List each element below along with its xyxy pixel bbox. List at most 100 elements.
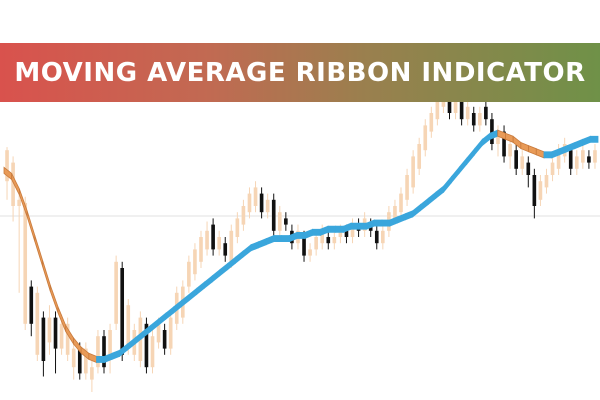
ribbon-segment-bull [397,213,406,224]
candle-body [59,323,64,349]
candle-body [381,230,385,244]
candle [144,317,149,374]
candle-body [496,131,500,144]
ribbon-segment-bull [358,222,367,230]
candle-body [229,230,234,262]
candle [29,280,34,337]
candle [187,255,191,293]
ribbon-segment-bull [574,138,583,150]
candle [411,150,415,194]
candle [199,230,203,268]
candle [162,323,167,355]
candle-body [271,199,276,231]
ribbon-segment-bear [42,260,51,292]
ribbon-layer [3,129,599,364]
candle [308,243,312,262]
ribbon-segment-bear [512,135,522,150]
candle [71,342,76,380]
candle-body [465,106,470,120]
candle-body [162,330,167,349]
ribbon-segment-bull [366,219,375,230]
ribbon-segment-bull [373,219,383,227]
candle-body [265,199,270,213]
candle [350,218,355,244]
candle-body [308,249,312,256]
candle-body [399,193,403,213]
candle-body [29,286,34,324]
candle-body [120,268,125,355]
candle-body [156,323,161,343]
candle [247,187,252,219]
ribbon-segment-bear [49,284,59,314]
candle [587,150,591,169]
candle [477,106,482,132]
candle [223,237,228,262]
candle-body [277,212,282,231]
candle-body [284,218,288,225]
candle [593,144,597,169]
candle [241,199,246,231]
ribbon-segment-bull [343,222,352,233]
ribbon-segment-bear [88,352,97,364]
candles-layer [5,82,597,392]
candle [574,150,579,175]
candle-body [484,106,488,120]
candle-body [350,224,355,237]
ribbon-segment-bull [458,156,468,175]
candle [259,187,264,219]
ribbon-segment-bull [335,225,344,233]
candle [538,175,543,206]
candle [544,168,549,194]
candle [150,330,155,374]
candle-body [538,181,543,200]
candle-body [71,348,76,368]
candle [35,286,40,361]
ribbon-segment-bull [381,219,391,227]
candle-body [508,144,512,157]
candle-body [53,317,58,349]
candle-body [556,150,561,169]
ribbon-segment-bull [265,234,275,246]
candle [253,181,258,213]
candle [17,193,21,293]
candle [65,317,70,361]
candle-body [199,237,203,262]
candle-body [11,162,15,206]
candle [277,206,282,237]
ribbon-segment-bull [404,210,414,221]
candle-body [514,150,518,169]
candle-body [320,230,325,244]
ribbon-segment-bull [96,355,105,363]
candle-body [502,131,506,157]
candle-body [90,367,94,380]
ribbon-segment-bull [566,141,576,153]
candle-body [126,305,131,349]
candle [84,342,88,380]
ribbon-segment-bull [412,203,421,218]
candle-body [102,336,106,368]
candle [217,230,221,256]
candle-body [96,336,100,368]
ribbon-segment-bull [273,235,283,243]
ribbon-segment-bull [481,132,491,147]
ribbon-segment-bull [235,250,244,265]
ribbon-segment-bull [319,225,329,236]
candle-body [302,237,306,256]
candle [405,168,409,206]
candle-body [574,156,579,169]
candle-body [447,94,452,113]
candle-body [253,187,258,206]
candle [102,330,106,374]
candle-body [108,330,112,355]
candle-body [193,249,197,275]
candle [271,193,276,237]
candle [374,224,379,250]
candle-body [393,206,397,219]
candle [550,156,555,182]
candle-body [23,202,28,324]
ribbon-segment-bull [420,197,429,212]
ribbon-segment-bull [188,287,198,302]
candle-body [593,150,597,163]
candle-body [65,323,70,355]
